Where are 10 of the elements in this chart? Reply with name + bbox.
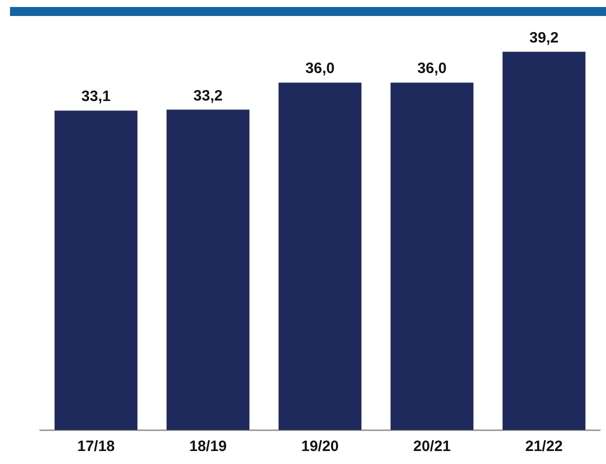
- x-tick-label: 19/20: [301, 438, 339, 456]
- x-tick-label: 21/22: [525, 438, 563, 456]
- x-tick-label: 20/21: [413, 438, 451, 456]
- data-label: 33,2: [193, 87, 223, 104]
- data-label: 36,0: [417, 60, 447, 78]
- x-tick-label: 17/18: [77, 438, 115, 456]
- data-label: 33,1: [81, 88, 111, 106]
- x-tick-label: 18/19: [189, 438, 227, 456]
- data-label: 36,0: [305, 60, 335, 78]
- data-label: 39,2: [529, 29, 559, 46]
